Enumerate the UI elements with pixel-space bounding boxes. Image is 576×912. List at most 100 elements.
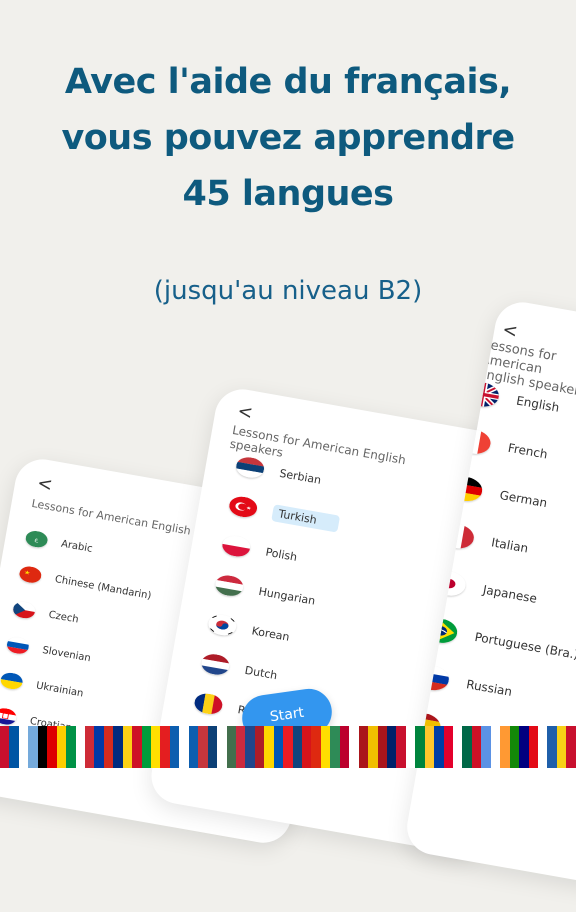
flag-strip-segment xyxy=(264,726,274,768)
flag-strip-segment xyxy=(434,726,444,768)
arabic-flag-icon: ع xyxy=(24,529,49,549)
language-item-korean[interactable]: Korean xyxy=(206,612,291,647)
back-arrow-icon[interactable]: < xyxy=(235,400,255,424)
flag-strip-segment xyxy=(66,726,76,768)
flag-strip-decoration xyxy=(0,726,576,768)
flag-strip-segment xyxy=(311,726,321,768)
flag-strip-segment xyxy=(273,726,284,768)
czech-flag-icon xyxy=(11,600,37,620)
back-arrow-icon[interactable]: < xyxy=(35,472,55,496)
flag-strip-segment xyxy=(500,726,510,768)
svg-text:★: ★ xyxy=(245,506,252,512)
language-label: Italian xyxy=(490,535,530,556)
flag-strip-segment xyxy=(226,726,236,768)
romania-flag-icon xyxy=(192,691,224,717)
flag-strip-segment xyxy=(547,726,557,768)
korea-flag-icon-graphic xyxy=(206,612,238,638)
hungary-flag-icon xyxy=(213,573,245,598)
language-item-hungarian[interactable]: Hungarian xyxy=(213,573,317,610)
flag-strip-segment xyxy=(377,726,387,768)
flag-strip-segment xyxy=(94,726,104,768)
flag-strip-segment xyxy=(160,726,170,768)
flag-strip-segment xyxy=(141,726,151,768)
language-label: Slovenian xyxy=(41,644,92,664)
language-label: Chinese (Mandarin) xyxy=(54,573,153,602)
slovenia-flag-icon-graphic xyxy=(5,635,31,656)
language-label: French xyxy=(506,440,549,462)
language-item-czech[interactable]: Czech xyxy=(11,600,80,627)
flag-strip-segment xyxy=(368,726,378,768)
flag-strip-segment xyxy=(84,726,95,768)
flag-strip-segment xyxy=(198,726,208,768)
flag-strip-segment xyxy=(28,726,38,768)
headline-line-2: vous pouvez apprendre xyxy=(61,118,515,158)
netherlands-flag-icon-graphic xyxy=(199,652,231,677)
flag-strip-segment xyxy=(302,726,312,768)
serbia-flag-icon-graphic xyxy=(234,455,266,480)
flag-strip-segment xyxy=(283,726,293,768)
flag-strip-segment xyxy=(537,726,548,768)
language-item-serbian[interactable]: Serbian xyxy=(234,455,323,490)
language-item-romanian[interactable]: Romanian xyxy=(192,691,294,729)
language-item-portuguese-bra[interactable]: Portuguese (Bra.) xyxy=(421,615,576,667)
headline: Avec l'aide du français, vous pouvez app… xyxy=(0,54,576,222)
svg-text:★: ★ xyxy=(23,569,31,577)
serbia-flag-icon xyxy=(234,455,266,480)
flag-strip-segment xyxy=(0,726,10,768)
flag-strip-segment xyxy=(339,726,350,768)
flag-strip-segment xyxy=(9,726,19,768)
language-label: Portuguese (Bra.) xyxy=(473,629,576,662)
back-arrow-icon[interactable]: < xyxy=(500,319,520,343)
china-flag-icon: ★ xyxy=(18,564,43,585)
arabic-flag-icon-graphic: ع xyxy=(24,529,49,549)
flag-strip-segment xyxy=(103,726,114,768)
language-label: Arabic xyxy=(60,538,94,555)
language-item-dutch[interactable]: Dutch xyxy=(199,652,279,685)
turkey-flag-icon-graphic: ★ xyxy=(227,494,259,520)
flag-strip-segment xyxy=(481,726,491,768)
flag-strip-segment xyxy=(453,726,463,768)
ukraine-flag-icon-graphic xyxy=(0,671,24,691)
flag-strip-segment xyxy=(509,726,520,768)
language-label: Japanese xyxy=(481,582,539,606)
flag-strip-segment xyxy=(519,726,529,768)
flag-strip-segment xyxy=(415,726,425,768)
flag-strip-segment xyxy=(443,726,453,768)
flag-strip-segment xyxy=(254,726,265,768)
flag-strip-segment xyxy=(471,726,482,768)
slovenia-flag-icon xyxy=(5,635,31,656)
flag-strip-segment xyxy=(424,726,435,768)
flag-strip-segment xyxy=(235,726,246,768)
flag-strip-segment xyxy=(75,726,85,768)
language-item-chinese-mandarin[interactable]: ★ Chinese (Mandarin) xyxy=(18,564,153,604)
headline-line-1: Avec l'aide du français, xyxy=(64,62,512,102)
flag-strip-segment xyxy=(56,726,67,768)
flag-strip-segment xyxy=(37,726,48,768)
flag-strip-segment xyxy=(462,726,472,768)
flag-strip-segment xyxy=(179,726,189,768)
language-item-ukrainian[interactable]: Ukrainian xyxy=(0,671,85,701)
china-flag-icon-graphic: ★ xyxy=(18,564,43,585)
flag-strip-segment xyxy=(566,726,576,768)
flag-strip-segment xyxy=(113,726,123,768)
flag-strip-segment xyxy=(245,726,255,768)
language-item-croatian[interactable]: Croatian xyxy=(0,706,73,736)
language-item-polish[interactable]: Polish xyxy=(220,533,299,567)
flag-strip-segment xyxy=(396,726,406,768)
language-item-turkish[interactable]: ★ Turkish xyxy=(227,494,340,534)
language-label: Turkish xyxy=(271,503,340,533)
subheadline: (jusqu'au niveau B2) xyxy=(153,276,423,306)
flag-strip-segment xyxy=(18,726,29,768)
flag-strip-segment xyxy=(490,726,501,768)
uk-flag-icon-graphic xyxy=(463,379,501,410)
language-label: Ukrainian xyxy=(35,679,85,700)
flag-strip-segment xyxy=(386,726,397,768)
croatia-flag-icon xyxy=(0,706,18,727)
language-item-slovenian[interactable]: Slovenian xyxy=(5,635,92,667)
language-item-arabic[interactable]: ع Arabic xyxy=(24,529,93,557)
flag-strip-segment xyxy=(556,726,567,768)
language-label: English xyxy=(515,393,561,415)
croatia-flag-icon-graphic xyxy=(0,706,18,727)
poland-flag-icon-graphic xyxy=(220,533,252,559)
poland-flag-icon xyxy=(220,533,252,559)
